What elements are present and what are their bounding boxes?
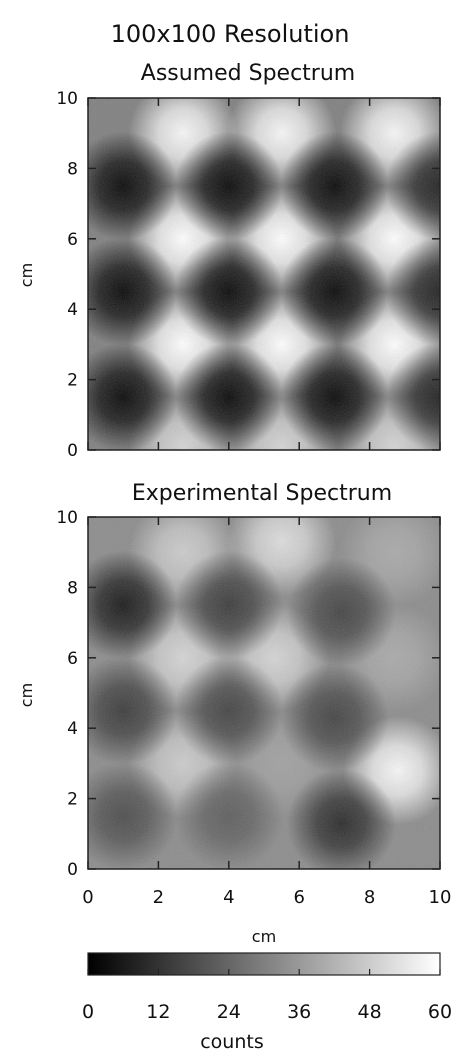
yticks-experimental: 0 2 4 6 8 10 [56,508,440,880]
ytick-label: 10 [56,508,78,528]
ytick-label: 2 [67,371,78,391]
panel-title-assumed: Assumed Spectrum [141,61,355,86]
heatmap-experimental [88,517,440,869]
colorbar-tick-label: 36 [287,1001,311,1023]
ytick-label: 10 [56,89,78,109]
xtick-label: 2 [153,887,164,908]
colorbar-tick-label: 12 [146,1001,170,1023]
colorbar-tick-label: 48 [358,1001,382,1023]
heatmap-noise-experimental [88,517,440,869]
ytick-label: 8 [67,159,78,179]
colorbar-tick-label: 0 [82,1001,94,1023]
ytick-label: 6 [67,230,78,250]
xtick-label: 6 [293,887,304,908]
colorbar-tick-label: 24 [217,1001,241,1023]
ytick-label: 8 [67,578,78,598]
ytick-label: 4 [67,719,78,739]
ytick-label: 2 [67,790,78,810]
heatmap-assumed [88,98,440,450]
colorbar-label: counts [200,1031,264,1053]
xtick-label: 0 [82,887,93,908]
ylabel-experimental: cm [17,683,36,707]
plot-frame-experimental [87,516,441,870]
panel-title-experimental: Experimental Spectrum [132,481,392,506]
colorbar-tick-label: 60 [428,1001,452,1023]
xtick-label: 8 [364,887,375,908]
panel-experimental: Experimental Spectrum cm 0 2 4 6 8 10 0 2 4 6 8 10… [17,481,452,946]
heatmap-noise-assumed [88,98,440,450]
ylabel-assumed: cm [17,263,36,287]
colorbar-gradient [87,952,441,976]
panel-assumed: Assumed Spectrum cm 0 2 4 6 8 10 [17,61,441,461]
colorbar-ticks: 0 12 24 36 48 60 [82,969,452,1023]
xtick-label: 4 [223,887,234,908]
ytick-label: 6 [67,649,78,669]
xtick-label: 10 [429,887,452,908]
ytick-label: 0 [67,860,78,880]
ytick-label: 0 [67,441,78,461]
ytick-label: 4 [67,300,78,320]
xlabel-experimental: cm [252,927,276,946]
figure-title: 100x100 Resolution [111,20,350,48]
colorbar: 0 12 24 36 48 60 counts [82,952,452,1053]
plot-frame-assumed [87,97,441,451]
